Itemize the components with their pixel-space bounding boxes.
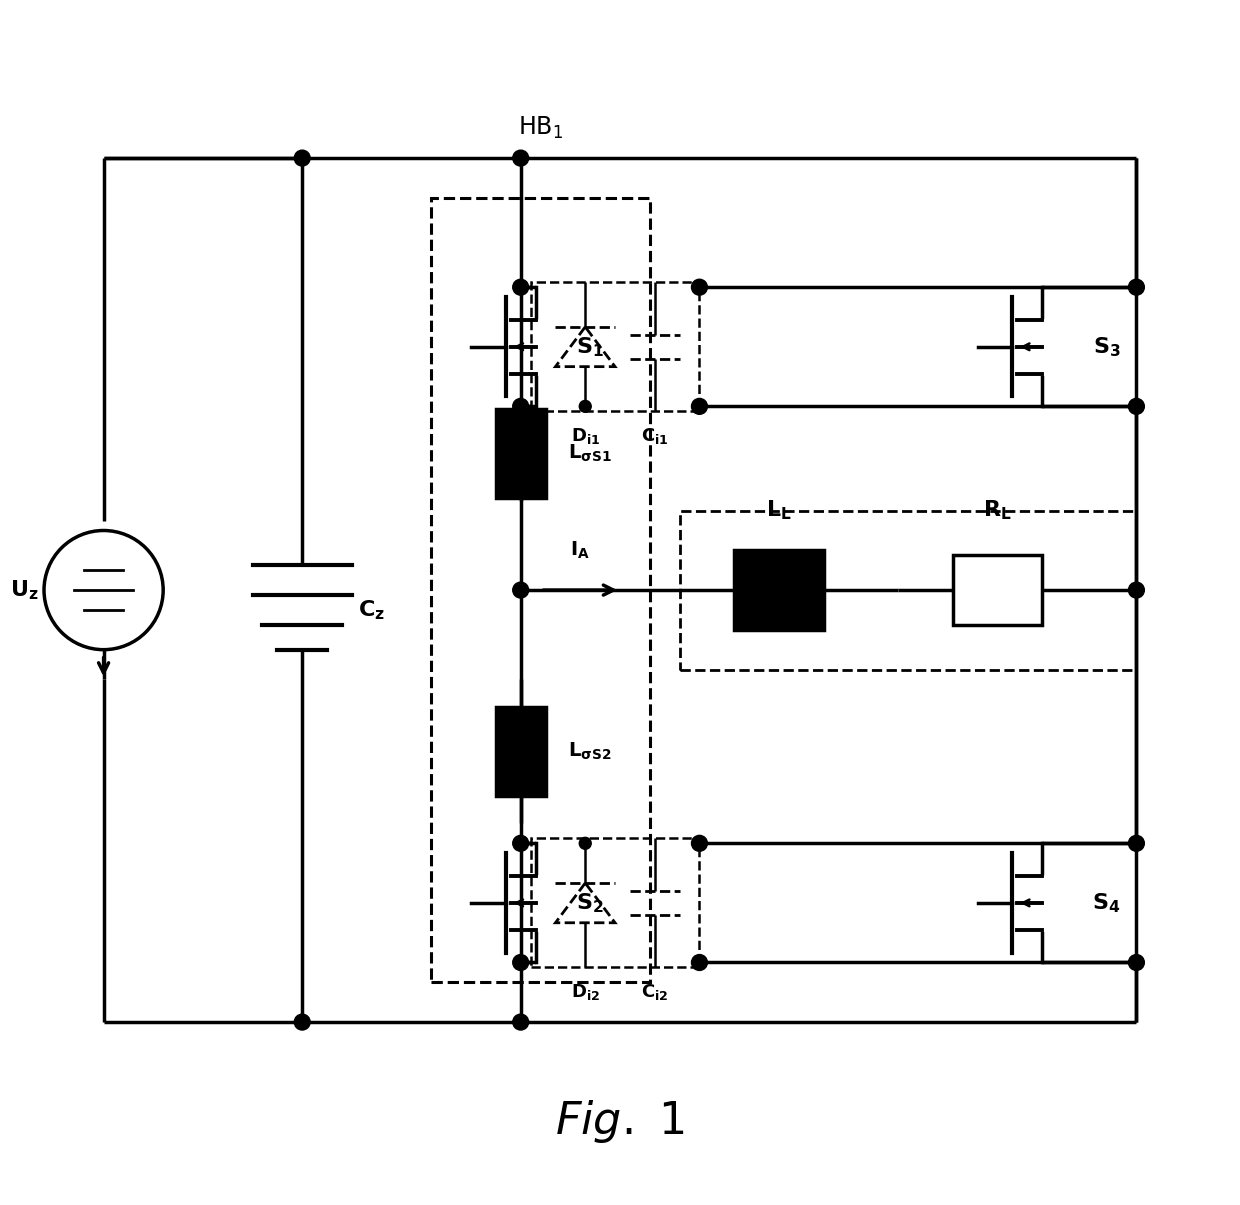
Bar bbox=[531, 839, 699, 968]
Bar bbox=[734, 551, 823, 630]
Circle shape bbox=[692, 280, 707, 295]
Circle shape bbox=[1128, 399, 1145, 415]
Circle shape bbox=[294, 1015, 310, 1030]
Text: $\mathbf{L_{\sigma S2}}$: $\mathbf{L_{\sigma S2}}$ bbox=[568, 741, 611, 762]
Text: $\mathbf{L_L}$: $\mathbf{L_L}$ bbox=[766, 499, 792, 523]
Text: $\mathbf{I_A}$: $\mathbf{I_A}$ bbox=[570, 540, 590, 562]
Circle shape bbox=[513, 399, 528, 415]
Bar bbox=[531, 282, 699, 411]
Circle shape bbox=[692, 399, 707, 415]
Text: $Fig.\ 1$: $Fig.\ 1$ bbox=[556, 1098, 684, 1145]
Text: $\mathbf{C_{i2}}$: $\mathbf{C_{i2}}$ bbox=[641, 982, 668, 1003]
Circle shape bbox=[579, 400, 591, 412]
Circle shape bbox=[513, 582, 528, 598]
Bar bbox=[432, 198, 650, 982]
Circle shape bbox=[294, 151, 310, 166]
Bar bbox=[496, 707, 546, 797]
Circle shape bbox=[513, 1015, 528, 1030]
Text: $\mathrm{HB_1}$: $\mathrm{HB_1}$ bbox=[518, 116, 563, 141]
Bar bbox=[952, 556, 1042, 625]
Circle shape bbox=[1128, 280, 1145, 295]
Text: $\mathbf{S_2}$: $\mathbf{S_2}$ bbox=[577, 892, 604, 915]
Text: $\mathbf{R_L}$: $\mathbf{R_L}$ bbox=[983, 499, 1012, 523]
Circle shape bbox=[513, 151, 528, 166]
Text: $\mathbf{L_{\sigma S1}}$: $\mathbf{L_{\sigma S1}}$ bbox=[568, 443, 613, 464]
Circle shape bbox=[579, 837, 591, 850]
Circle shape bbox=[513, 280, 528, 295]
Circle shape bbox=[692, 835, 707, 851]
Bar bbox=[496, 408, 546, 498]
Circle shape bbox=[1128, 835, 1145, 851]
Text: $\mathbf{S_1}$: $\mathbf{S_1}$ bbox=[577, 335, 604, 359]
Text: $\mathbf{S_3}$: $\mathbf{S_3}$ bbox=[1092, 335, 1121, 359]
Circle shape bbox=[1128, 582, 1145, 598]
Bar bbox=[680, 511, 1136, 670]
Text: $\mathbf{S_4}$: $\mathbf{S_4}$ bbox=[1092, 892, 1121, 915]
Text: $\mathbf{D_{i2}}$: $\mathbf{D_{i2}}$ bbox=[570, 982, 600, 1003]
Circle shape bbox=[513, 954, 528, 970]
Circle shape bbox=[1128, 954, 1145, 970]
Text: $\mathbf{C_z}$: $\mathbf{C_z}$ bbox=[358, 598, 386, 622]
Text: $\mathbf{C_{i1}}$: $\mathbf{C_{i1}}$ bbox=[641, 427, 668, 446]
Text: $\mathbf{D_{i1}}$: $\mathbf{D_{i1}}$ bbox=[570, 427, 600, 446]
Text: $\mathbf{U_z}$: $\mathbf{U_z}$ bbox=[10, 578, 38, 601]
Circle shape bbox=[513, 835, 528, 851]
Circle shape bbox=[692, 954, 707, 970]
